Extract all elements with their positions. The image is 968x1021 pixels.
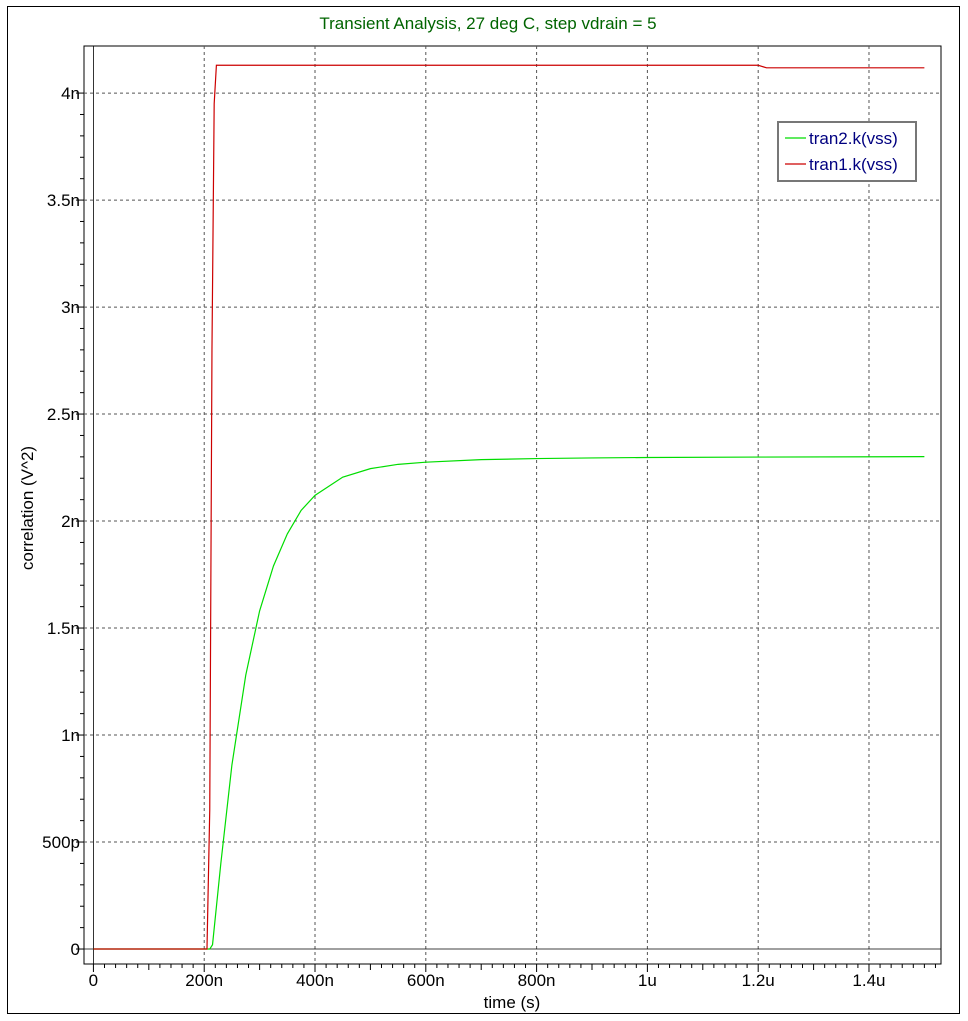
legend-box [777, 121, 917, 182]
y-tick-label: 3n [61, 298, 80, 317]
x-tick-label: 1u [638, 971, 657, 990]
grid [84, 46, 941, 964]
y-tick-label: 2n [61, 512, 80, 531]
x-tick-label: 0 [89, 971, 98, 990]
x-tick-label: 600n [407, 971, 445, 990]
y-tick-label: 1n [61, 726, 80, 745]
y-tick-label: 2.5n [47, 405, 80, 424]
plot-frame [7, 6, 960, 1014]
x-tick-label: 800n [518, 971, 556, 990]
legend-label: tran2.k(vss) [809, 129, 898, 148]
y-tick-label: 500p [42, 833, 80, 852]
y-tick-label: 1.5n [47, 619, 80, 638]
legend[interactable]: tran2.k(vss) tran1.k(vss) [777, 121, 917, 182]
series-group [93, 64, 925, 950]
x-tick-label: 1.2u [742, 971, 775, 990]
y-tick-label: 3.5n [47, 191, 80, 210]
x-tick-label: 400n [296, 971, 334, 990]
series-line-tran2-k-vss- [93, 456, 925, 950]
y-tick-label: 4n [61, 84, 80, 103]
x-tick-label: 200n [185, 971, 223, 990]
y-axis-label: correlation (V^2) [18, 446, 37, 570]
x-axis: 0 200n 400n 600n 800n 1u 1.2u 1.4u [89, 964, 936, 990]
legend-label: tran1.k(vss) [809, 155, 898, 174]
plot-area [83, 45, 942, 965]
x-axis-label: time (s) [484, 993, 541, 1012]
y-axis: 0 500p 1n 1.5n 2n 2.5n 3n 3.5n 4n [42, 84, 84, 959]
series-line-tran1-k-vss- [93, 64, 925, 950]
chart-title: Transient Analysis, 27 deg C, step vdrai… [319, 14, 656, 33]
x-tick-label: 1.4u [852, 971, 885, 990]
y-tick-label: 0 [71, 940, 80, 959]
